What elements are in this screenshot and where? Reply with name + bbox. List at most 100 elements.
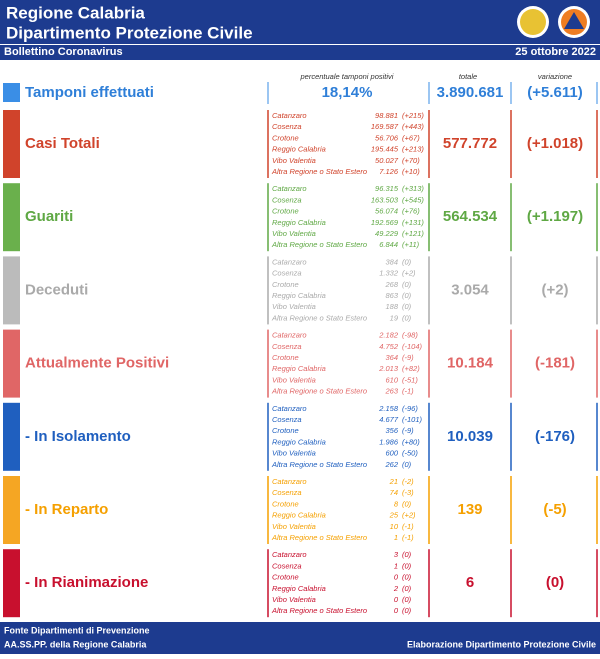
section-label: Guariti <box>25 208 73 225</box>
section-label: Attualmente Positivi <box>25 355 169 372</box>
province-delta: (-104) <box>402 342 423 351</box>
section-bar <box>3 329 20 398</box>
province-value: 610 <box>385 375 398 384</box>
section-bar <box>3 110 20 178</box>
province-name: Altra Regione o Stato Estero <box>271 533 367 542</box>
subtitle: Bollettino Coronavirus <box>4 46 123 58</box>
province-value: 188 <box>385 302 398 311</box>
province-delta: (0) <box>402 280 412 289</box>
province-value: 8 <box>394 499 399 508</box>
province-delta: (+215) <box>402 111 424 120</box>
section-variation: (+1.197) <box>527 208 583 225</box>
province-value: 863 <box>385 291 398 300</box>
section-label: Deceduti <box>25 281 88 298</box>
province-name: Vibo Valentia <box>272 449 316 458</box>
province-delta: (+2) <box>402 269 416 278</box>
tamponi-variation: (+5.611) <box>527 84 582 101</box>
province-value: 6.844 <box>379 240 398 249</box>
province-delta: (-9) <box>402 353 414 362</box>
province-delta: (0) <box>402 257 412 266</box>
province-value: 0 <box>394 573 399 582</box>
province-name: Catanzaro <box>272 184 307 193</box>
province-delta: (-50) <box>402 449 418 458</box>
province-name: Catanzaro <box>272 550 307 559</box>
province-value: 163.503 <box>371 195 399 204</box>
province-value: 10 <box>390 522 399 531</box>
province-value: 384 <box>385 257 398 266</box>
province-delta: (+121) <box>402 229 424 238</box>
province-delta: (+131) <box>402 218 424 227</box>
section-label: Casi Totali <box>25 135 100 152</box>
province-delta: (+213) <box>402 145 424 154</box>
province-name: Catanzaro <box>272 331 307 340</box>
province-delta: (0) <box>402 291 412 300</box>
province-value: 263 <box>384 387 398 396</box>
footer-band <box>0 622 600 654</box>
province-name: Vibo Valentia <box>272 229 316 238</box>
date: 25 ottobre 2022 <box>515 46 596 58</box>
province-name: Vibo Valentia <box>272 156 316 165</box>
province-value: 7.126 <box>379 167 399 176</box>
section-bar <box>3 402 20 471</box>
province-value: 74 <box>390 488 398 497</box>
province-delta: (+545) <box>402 195 424 204</box>
tamponi-pct: 18,14% <box>322 84 373 101</box>
province-name: Catanzaro <box>272 404 307 413</box>
province-delta: (0) <box>402 573 412 582</box>
province-delta: (0) <box>402 584 412 593</box>
section-bar <box>3 183 20 252</box>
section-total: 577.772 <box>443 135 497 152</box>
province-delta: (0) <box>402 302 412 311</box>
province-name: Vibo Valentia <box>272 302 316 311</box>
province-name: Cosenza <box>272 269 302 278</box>
province-name: Reggio Calabria <box>272 364 326 373</box>
province-name: Altra Regione o Stato Estero <box>271 387 367 396</box>
province-name: Crotone <box>272 353 299 362</box>
province-delta: (0) <box>402 595 412 604</box>
province-value: 19 <box>390 313 399 322</box>
province-value: 2 <box>393 584 399 593</box>
province-value: 169.587 <box>371 122 399 131</box>
section-total: 10.184 <box>447 355 494 372</box>
title: Regione Calabria <box>6 3 145 22</box>
province-value: 2.158 <box>378 404 399 413</box>
province-value: 25 <box>389 511 399 520</box>
province-delta: (-51) <box>402 375 418 384</box>
province-value: 356 <box>385 426 398 435</box>
province-value: 21 <box>389 477 398 486</box>
province-name: Catanzaro <box>272 257 307 266</box>
province-value: 56.074 <box>375 207 398 216</box>
province-value: 1.332 <box>379 269 399 278</box>
province-name: Reggio Calabria <box>272 218 326 227</box>
province-delta: (0) <box>402 561 412 570</box>
province-delta: (+70) <box>402 156 420 165</box>
province-name: Cosenza <box>272 195 302 204</box>
province-delta: (0) <box>402 460 412 469</box>
tamponi-bar <box>3 83 20 102</box>
province-value: 1 <box>394 533 398 542</box>
province-value: 1.986 <box>379 437 399 446</box>
province-name: Cosenza <box>272 122 302 131</box>
section-variation: (+1.018) <box>527 135 583 152</box>
footer-text: Elaborazione Dipartimento Protezione Civ… <box>407 639 596 649</box>
province-name: Altra Regione o Stato Estero <box>271 460 367 469</box>
column-label: percentuale tamponi positivi <box>300 72 394 81</box>
province-name: Altra Regione o Stato Estero <box>271 606 367 615</box>
province-value: 4.752 <box>379 342 399 351</box>
section-bar <box>3 256 20 325</box>
province-name: Altra Regione o Stato Estero <box>271 167 367 176</box>
header-band <box>0 0 600 44</box>
province-value: 364 <box>385 353 398 362</box>
province-delta: (-101) <box>402 415 423 424</box>
province-delta: (+80) <box>402 437 420 446</box>
province-name: Catanzaro <box>272 111 307 120</box>
province-delta: (0) <box>402 499 412 508</box>
province-value: 2.013 <box>378 364 399 373</box>
province-name: Crotone <box>272 280 299 289</box>
section-variation: (0) <box>546 574 564 591</box>
province-value: 98.881 <box>375 111 398 120</box>
section-total: 6 <box>466 574 474 591</box>
logo-civil-protection <box>564 12 584 29</box>
province-name: Reggio Calabria <box>272 437 326 446</box>
